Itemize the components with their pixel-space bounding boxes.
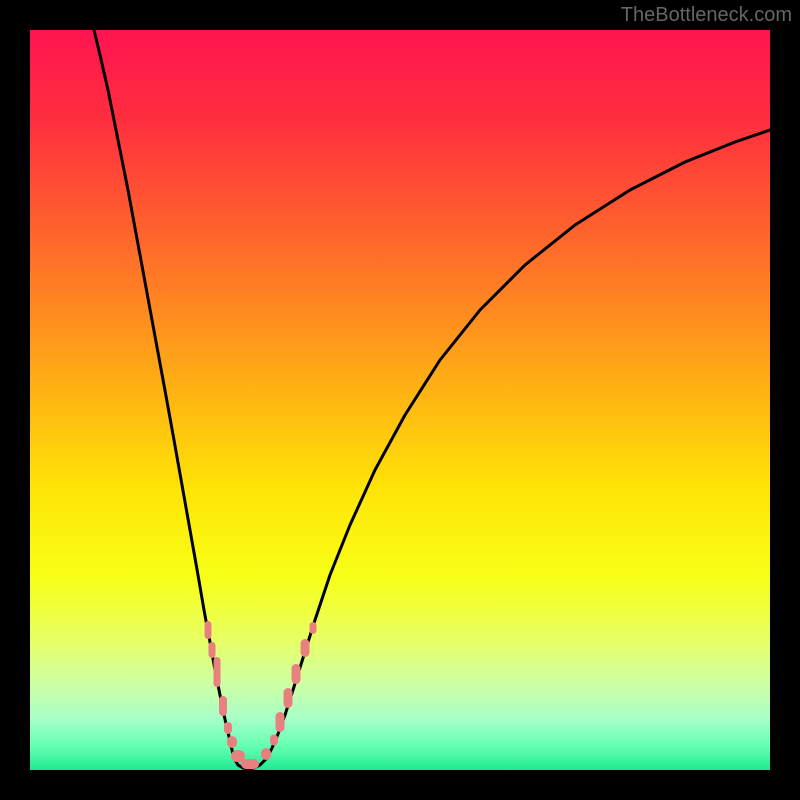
data-marker	[270, 735, 278, 746]
data-marker	[209, 642, 216, 658]
data-marker	[292, 664, 301, 684]
data-marker	[310, 622, 317, 634]
curve-layer	[30, 30, 770, 770]
data-marker	[261, 748, 271, 760]
data-marker	[241, 759, 259, 769]
data-marker	[284, 688, 293, 708]
data-marker	[227, 736, 237, 748]
data-marker	[205, 621, 212, 639]
data-marker	[214, 657, 221, 687]
data-marker	[301, 639, 310, 657]
bottleneck-curve	[94, 30, 770, 769]
plot-area	[30, 30, 770, 770]
watermark-text: TheBottleneck.com	[621, 4, 792, 27]
data-marker	[276, 712, 285, 732]
data-marker	[224, 722, 232, 734]
data-marker	[219, 696, 227, 716]
